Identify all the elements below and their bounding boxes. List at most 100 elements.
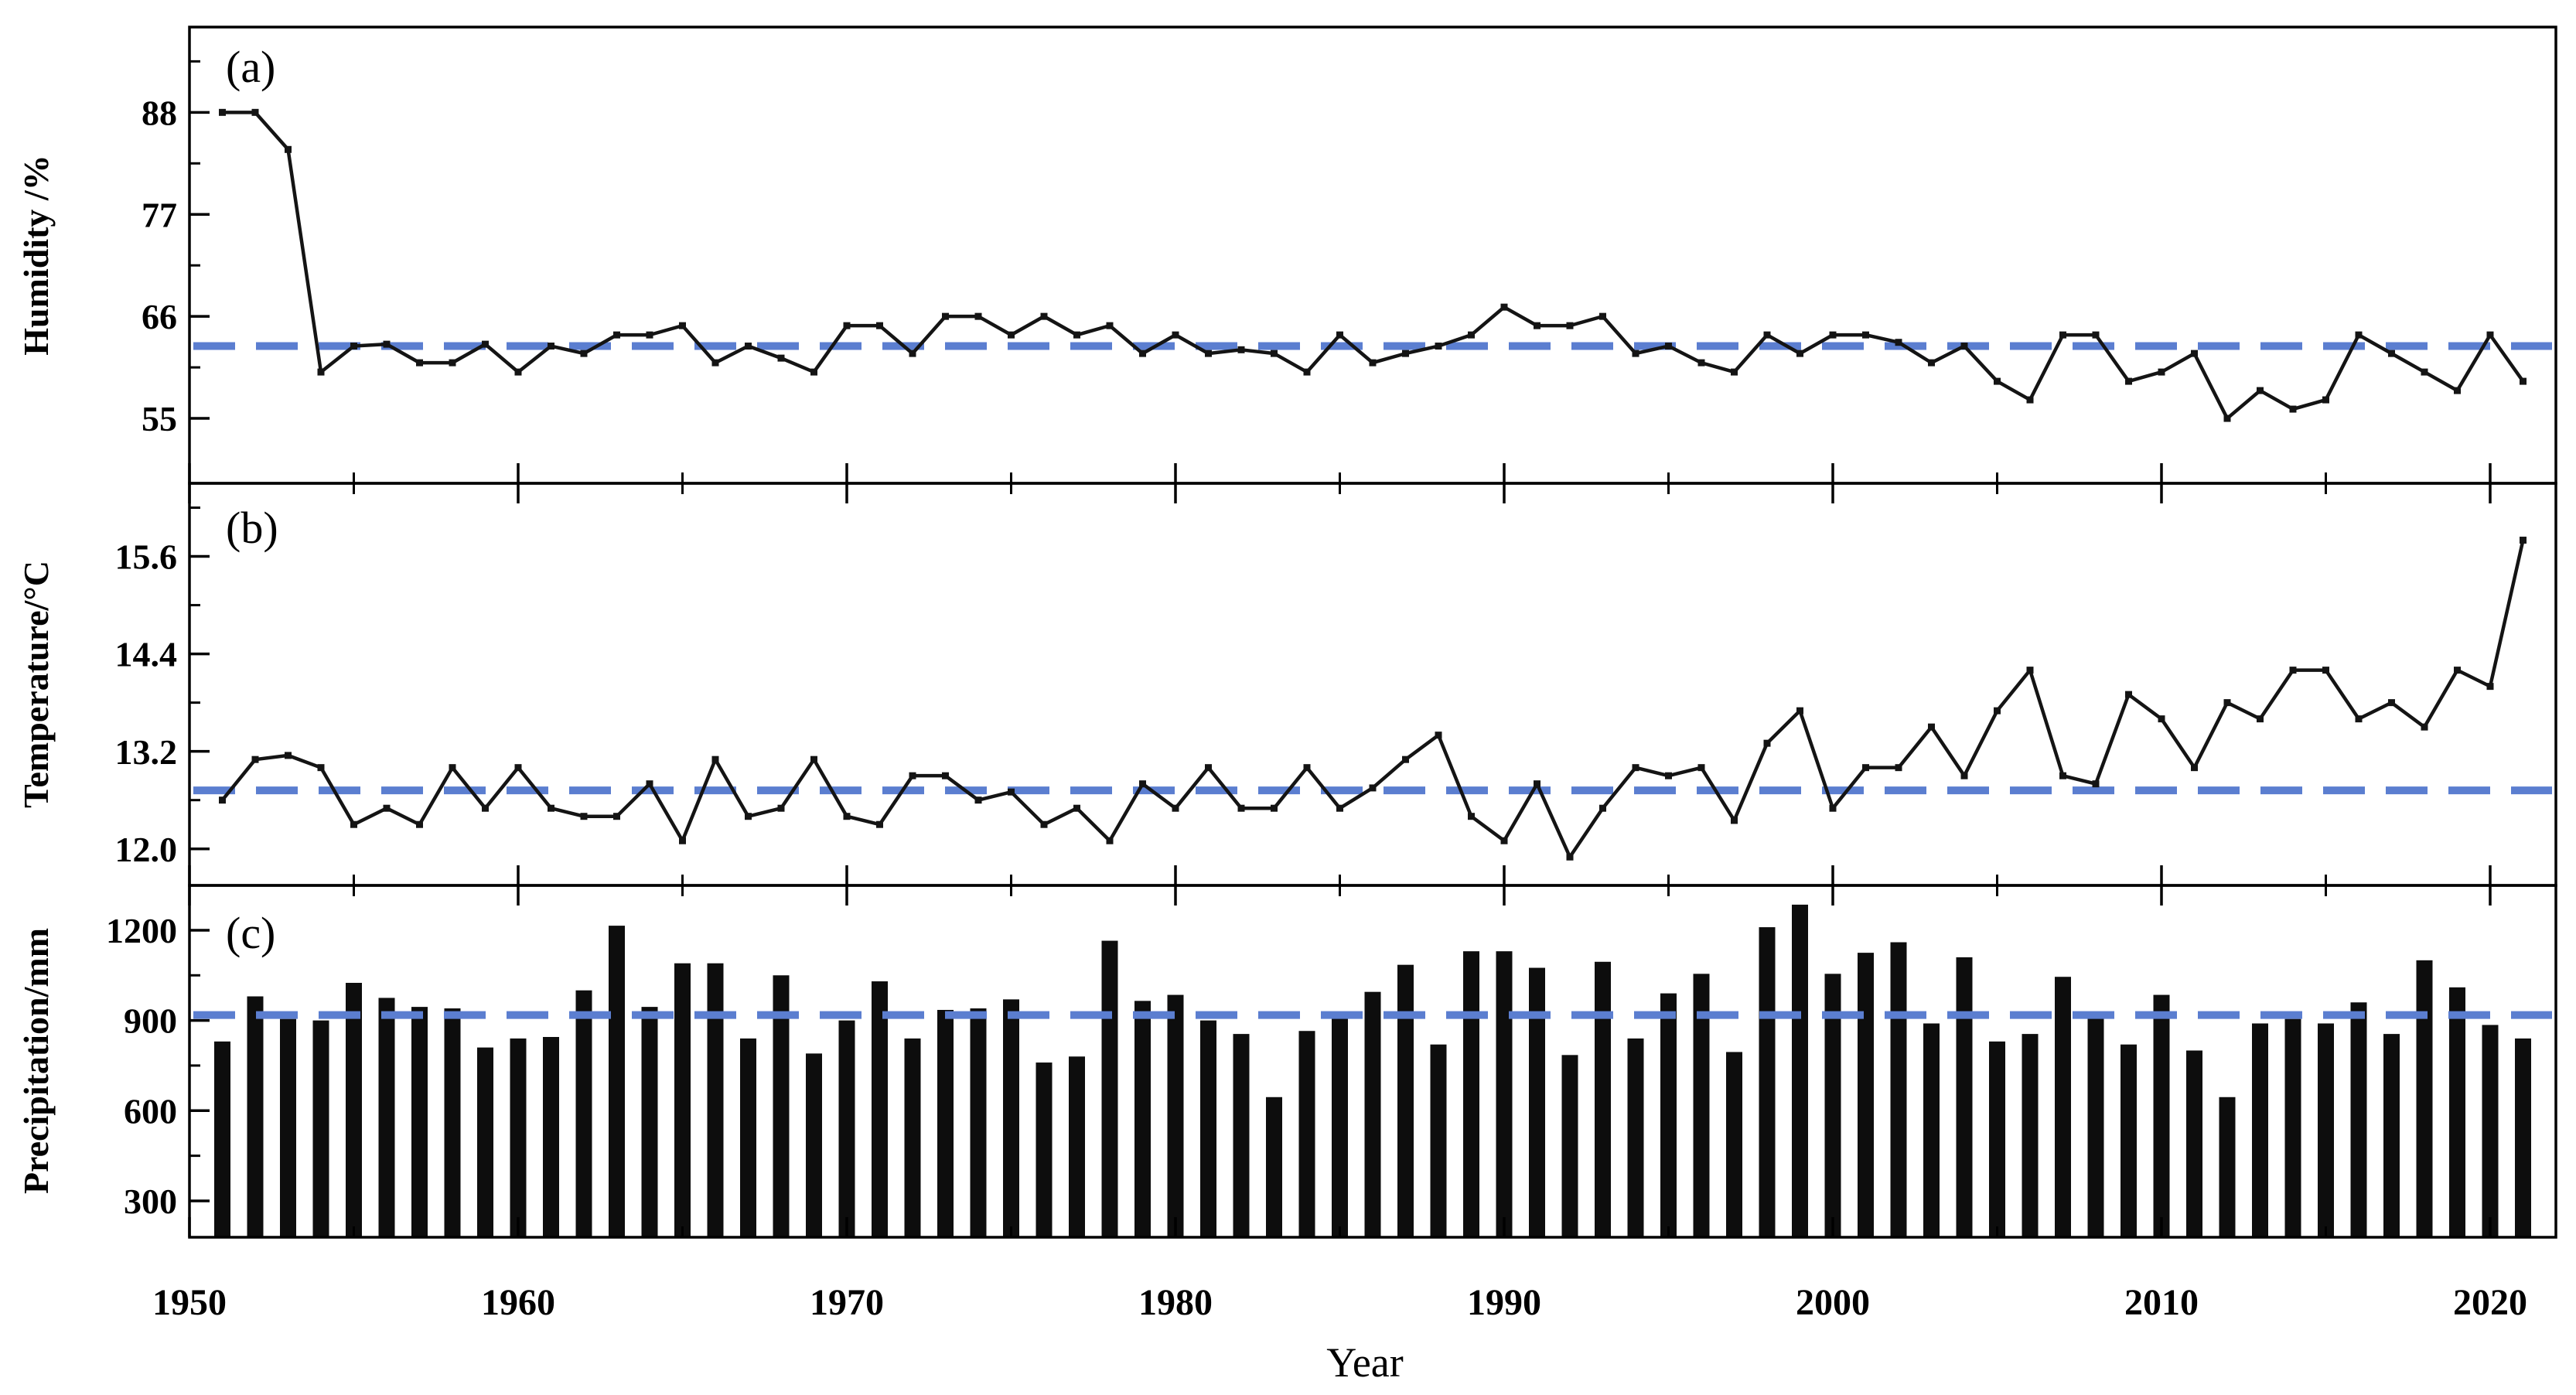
- data-point-marker: [1928, 359, 1935, 367]
- precipitation-bar: [477, 1047, 493, 1237]
- x-tick-label: 2010: [2124, 1282, 2199, 1323]
- y-tick-label: 15.6: [115, 537, 178, 577]
- data-point-marker: [810, 368, 817, 376]
- data-point-marker: [1829, 331, 1837, 339]
- precipitation-bar: [411, 1007, 428, 1237]
- data-point-marker: [1139, 350, 1146, 357]
- data-point-marker: [219, 796, 226, 804]
- data-point-marker: [449, 359, 456, 367]
- precipitation-bar: [1364, 991, 1381, 1237]
- precipitation-bar: [1397, 964, 1414, 1237]
- data-point-marker: [1468, 813, 1475, 820]
- precipitation-bar: [280, 1018, 296, 1237]
- data-point-marker: [974, 796, 982, 804]
- data-point-marker: [679, 837, 686, 844]
- data-point-marker: [1073, 804, 1080, 812]
- data-point-marker: [2454, 387, 2461, 394]
- data-point-marker: [942, 772, 949, 779]
- precipitation-bar: [1726, 1052, 1742, 1237]
- panel-c-label: (c): [226, 908, 275, 958]
- data-point-marker: [548, 343, 554, 350]
- data-point-marker: [2059, 331, 2066, 339]
- data-point-marker: [317, 764, 325, 772]
- data-point-marker: [2486, 331, 2494, 339]
- data-point-marker: [909, 772, 916, 779]
- precipitation-bar: [1693, 974, 1710, 1237]
- data-point-marker: [2125, 377, 2132, 385]
- data-point-marker: [2257, 387, 2264, 394]
- data-point-marker: [1172, 331, 1179, 339]
- data-point-marker: [646, 780, 653, 788]
- data-point-marker: [1829, 804, 1837, 812]
- precipitation-bar: [2350, 1002, 2367, 1237]
- data-point-marker: [219, 108, 226, 116]
- precipitation-bar: [872, 981, 888, 1237]
- data-point-marker: [1271, 804, 1278, 812]
- precipitation-bar: [2284, 1018, 2301, 1237]
- precipitation-bar: [2087, 1017, 2104, 1237]
- precipitation-bar: [641, 1007, 658, 1237]
- precipitation-bar: [1101, 940, 1118, 1237]
- precipitation-bar: [2219, 1097, 2236, 1237]
- data-point-marker: [1534, 322, 1540, 329]
- precipitation-bar: [378, 998, 395, 1237]
- data-point-marker: [1763, 331, 1771, 339]
- data-point-marker: [580, 813, 588, 820]
- precipitation-bar: [312, 1020, 329, 1237]
- data-point-marker: [1106, 322, 1114, 329]
- data-point-marker: [711, 359, 719, 367]
- data-point-marker: [416, 359, 423, 367]
- data-point-marker: [1271, 350, 1278, 357]
- data-point-marker: [1073, 331, 1080, 339]
- precipitation-bar: [2416, 960, 2433, 1237]
- data-point-marker: [679, 322, 686, 329]
- panel-a: 55 66 77 88: [142, 26, 2557, 485]
- precipitation-bar: [806, 1053, 822, 1237]
- y-tick-label: 1200: [106, 911, 177, 950]
- y-tick-label: 14.4: [115, 635, 178, 674]
- data-point-marker: [1040, 312, 1048, 320]
- data-point-marker: [843, 322, 851, 329]
- data-point-marker: [2092, 331, 2100, 339]
- data-point-marker: [613, 331, 620, 339]
- data-point-marker: [1599, 804, 1606, 812]
- data-point-marker: [449, 764, 456, 772]
- y-axis-title-precipitation: Precipitation/mm: [16, 928, 56, 1194]
- data-point-marker: [646, 331, 653, 339]
- y-axis-title-temperature: Temperature/°C: [16, 561, 56, 808]
- data-point-marker: [1960, 772, 1968, 779]
- x-tick-label: 2020: [2453, 1282, 2527, 1323]
- precipitation-bar: [2252, 1023, 2268, 1237]
- data-point-marker: [1402, 350, 1409, 357]
- data-point-marker: [2191, 350, 2198, 357]
- data-point-marker: [2158, 368, 2165, 376]
- data-point-marker: [1566, 853, 1574, 861]
- data-point-marker: [2355, 715, 2363, 723]
- precipitation-bar: [1660, 993, 1677, 1237]
- precipitation-bar: [2186, 1050, 2202, 1237]
- x-tick-label: 2000: [1796, 1282, 1870, 1323]
- data-point-marker: [1731, 817, 1738, 824]
- data-point-marker: [317, 368, 325, 376]
- data-point-marker: [1040, 820, 1048, 828]
- y-tick-label: 300: [124, 1182, 177, 1221]
- precipitation-bar: [1858, 953, 1874, 1237]
- data-point-marker: [514, 368, 522, 376]
- precipitation-bar: [838, 1020, 855, 1237]
- data-point-marker: [2355, 331, 2363, 339]
- precipitation-bar: [1595, 961, 1611, 1237]
- precipitation-bar: [1036, 1062, 1053, 1237]
- precipitation-bar: [543, 1037, 559, 1237]
- precipitation-bar: [1923, 1023, 1940, 1237]
- y-axis-title-humidity: Humidity /%: [16, 155, 56, 355]
- precipitation-bar: [937, 1010, 954, 1237]
- data-point-marker: [482, 804, 489, 812]
- data-point-marker: [1303, 368, 1311, 376]
- precipitation-bar: [1496, 951, 1513, 1237]
- y-tick-label: 600: [124, 1091, 177, 1131]
- precipitation-bar: [1627, 1038, 1644, 1237]
- data-point-marker: [2421, 723, 2428, 731]
- precipitation-bar: [674, 963, 691, 1237]
- precipitation-bar: [1463, 951, 1479, 1237]
